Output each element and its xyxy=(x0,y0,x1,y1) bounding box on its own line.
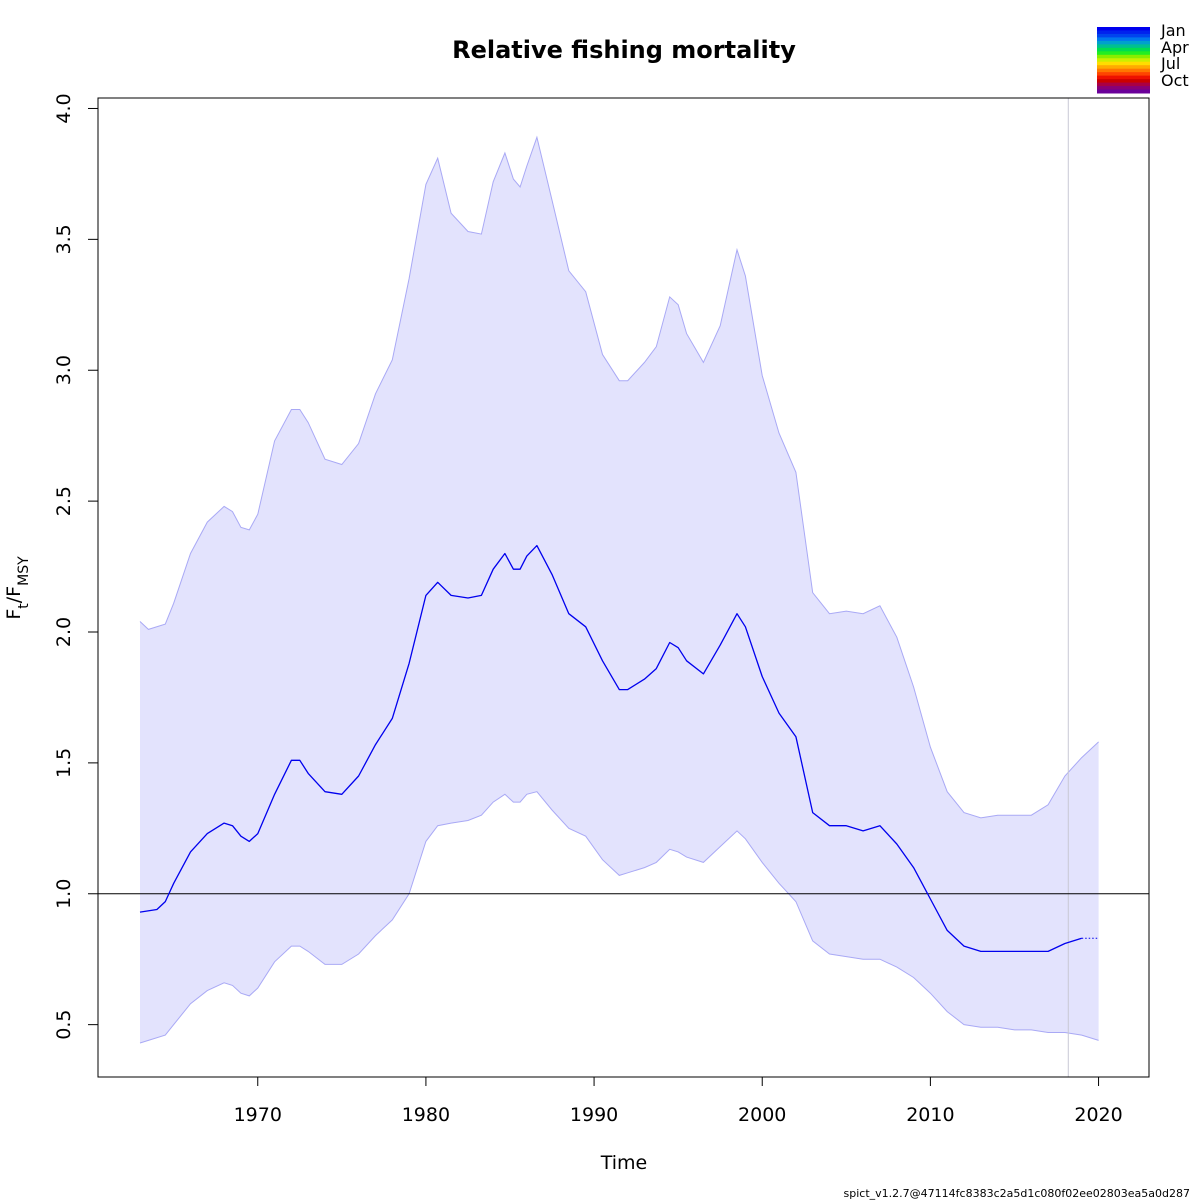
x-tick-label: 2000 xyxy=(738,1104,786,1126)
upper-ci-line xyxy=(139,135,1099,819)
x-tick-label: 2010 xyxy=(906,1104,954,1126)
legend-label-oct: Oct xyxy=(1161,71,1189,90)
chart-title: Relative fishing mortality xyxy=(452,36,796,64)
legend-swatch xyxy=(1097,58,1150,63)
y-tick-label: 2.0 xyxy=(53,617,75,647)
legend-swatch xyxy=(1097,47,1150,52)
y-tick-label: 3.5 xyxy=(53,224,75,254)
legend-swatch xyxy=(1097,27,1150,31)
plot-area xyxy=(98,98,1149,1077)
legend-swatch xyxy=(1097,79,1150,84)
legend-swatch xyxy=(1097,40,1150,45)
legend-swatch xyxy=(1097,86,1150,91)
legend-swatch xyxy=(1097,30,1150,35)
y-axis-label: Ft/FMSY xyxy=(3,556,32,620)
legend-swatch xyxy=(1097,65,1150,70)
x-tick-label: 1980 xyxy=(402,1104,450,1126)
x-tick-label: 2020 xyxy=(1074,1104,1122,1126)
legend-swatch xyxy=(1097,51,1150,56)
legend-swatch xyxy=(1097,33,1150,38)
y-label-sep: /F xyxy=(3,586,25,603)
legend-swatch xyxy=(1097,44,1150,49)
estimate-line xyxy=(139,544,1082,953)
y-label-base: F xyxy=(3,609,25,620)
version-footer: spict_v1.2.7@47114fc8383c2a5d1c080f02ee0… xyxy=(844,1187,1190,1200)
legend-swatch xyxy=(1097,68,1150,73)
y-tick-label: 2.5 xyxy=(53,486,75,516)
y-label-sub2: MSY xyxy=(16,556,32,586)
y-tick-label: 4.0 xyxy=(53,93,75,123)
confidence-band xyxy=(140,137,1099,1044)
y-tick-label: 0.5 xyxy=(53,1009,75,1039)
x-axis-label: Time xyxy=(600,1152,648,1174)
y-tick-label: 1.0 xyxy=(53,879,75,909)
y-tick-label: 1.5 xyxy=(53,748,75,778)
legend-swatch xyxy=(1097,72,1150,77)
legend-color-bar xyxy=(1097,27,1150,94)
legend-swatch xyxy=(1097,82,1150,87)
legend-swatch xyxy=(1097,89,1150,94)
legend-swatch xyxy=(1097,54,1150,59)
legend-swatch xyxy=(1097,61,1150,66)
legend-label-jul: Jul xyxy=(1160,54,1180,73)
y-tick-label: 3.0 xyxy=(53,355,75,385)
x-tick-label: 1970 xyxy=(234,1104,282,1126)
legend-label-jan: Jan xyxy=(1160,21,1186,40)
x-axis: 1970 1980 1990 2000 2010 2020 xyxy=(234,1076,1123,1126)
x-tick-label: 1990 xyxy=(570,1104,618,1126)
y-axis: 0.5 1.0 1.5 2.0 2.5 3.0 3.5 4.0 xyxy=(53,93,99,1040)
legend-swatch xyxy=(1097,37,1150,42)
season-legend: Jan Apr Jul Oct xyxy=(1097,21,1189,94)
y-label-sub1: t xyxy=(16,603,32,609)
lower-ci-line xyxy=(139,791,1099,1044)
legend-swatch xyxy=(1097,75,1150,80)
legend-label-apr: Apr xyxy=(1161,38,1189,57)
